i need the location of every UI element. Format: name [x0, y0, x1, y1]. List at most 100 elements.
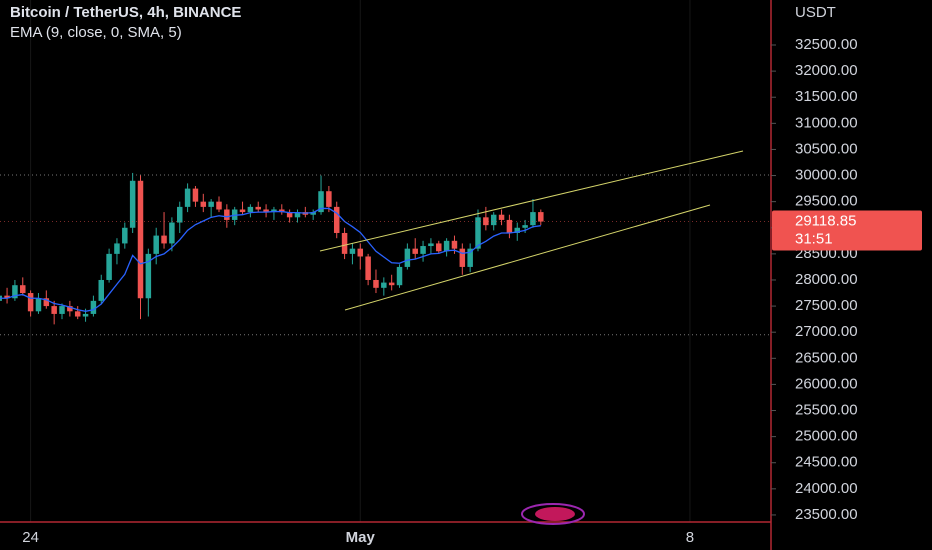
candle-body: [538, 212, 544, 222]
y-tick-label: 27500.00: [795, 297, 858, 314]
last-price-box: [772, 210, 922, 251]
candle-body: [51, 306, 57, 314]
candle-body: [59, 306, 65, 314]
candle-body: [176, 206, 183, 223]
candle-body: [341, 232, 348, 254]
countdown-label: 31:51: [795, 231, 833, 248]
candle-body: [459, 248, 466, 267]
candle-body: [467, 248, 473, 267]
candle-body: [333, 206, 340, 233]
price-axis: 23500.00 24000.00 24500.00 25000.00 25500.00…: [22, 36, 922, 546]
y-tick-label: 28000.00: [795, 271, 858, 288]
candle-body: [98, 279, 105, 301]
candle-body: [373, 279, 379, 288]
plot-area: [0, 0, 770, 522]
trend-line: [319, 150, 744, 252]
candle-body: [404, 248, 411, 267]
candle-body: [396, 266, 403, 286]
y-tick-label: 25500.00: [795, 401, 858, 418]
candle-body: [263, 209, 269, 213]
last-price-label: 29118.85: [795, 213, 856, 230]
candle-body: [43, 298, 50, 307]
candle-body: [255, 206, 261, 210]
logo[interactable]: [521, 503, 585, 525]
y-tick-label: 30500.00: [795, 140, 858, 157]
y-tick-label: 30000.00: [795, 167, 858, 184]
candle-body: [514, 227, 521, 233]
candle-body: [420, 246, 426, 254]
y-tick-label: 31000.00: [795, 114, 858, 131]
candle-body: [192, 188, 199, 202]
x-tick-label: May: [346, 529, 376, 546]
y-tick-label: 24500.00: [795, 454, 858, 471]
candle-body: [483, 217, 489, 226]
y-tick-label: 25000.00: [795, 428, 858, 445]
y-tick-label: 31500.00: [795, 88, 858, 105]
candle-body: [475, 217, 481, 249]
candle-body: [224, 209, 230, 220]
y-tick-label: 24000.00: [795, 480, 858, 497]
x-tick-label: 8: [686, 529, 694, 546]
candle-body: [4, 295, 10, 299]
candle-body: [365, 256, 371, 280]
candle-body: [498, 214, 505, 220]
trend-line: [344, 204, 711, 311]
y-tick-label: 27000.00: [795, 323, 858, 340]
candle-body: [318, 191, 324, 213]
candle-body: [490, 214, 497, 226]
candle-body: [137, 180, 144, 299]
candle-body: [208, 201, 214, 207]
candle-body: [271, 209, 277, 213]
candle-body: [145, 253, 152, 299]
candle-body: [27, 293, 34, 312]
candle-body: [74, 311, 81, 317]
candle-body: [20, 285, 26, 294]
candle-body: [294, 212, 301, 218]
candle-body: [169, 222, 175, 244]
candle-body: [310, 212, 316, 215]
y-tick-label: 26500.00: [795, 349, 858, 366]
candle-body: [114, 243, 120, 254]
candle-body: [184, 188, 191, 207]
candle-body: [506, 219, 513, 233]
logo-flag: [535, 507, 575, 521]
candle-body: [12, 285, 18, 299]
candle-body: [451, 240, 458, 249]
candle-body: [35, 298, 42, 312]
y-tick-label: 32000.00: [795, 62, 858, 79]
candle-body: [381, 282, 387, 288]
candle-body: [90, 300, 97, 314]
candle-body: [153, 235, 159, 254]
candle-body: [247, 206, 254, 213]
candle-body: [443, 240, 450, 252]
y-tick-label: 26000.00: [795, 375, 858, 392]
candle-body: [349, 248, 356, 254]
y-tick-label: 23500.00: [795, 506, 858, 523]
candle-body: [161, 235, 167, 244]
ema-line: [0, 207, 541, 312]
indicator-legend: EMA (9, close, 0, SMA, 5): [10, 24, 182, 41]
candle-body: [530, 212, 536, 226]
candle-body: [82, 313, 89, 317]
candle-body: [388, 282, 395, 286]
candle-body: [428, 243, 434, 247]
x-tick-label: 24: [22, 529, 39, 546]
candle-body: [357, 248, 364, 257]
candle-body: [522, 225, 528, 228]
candle-body: [286, 212, 293, 218]
candle-body: [279, 209, 285, 213]
candle-body: [326, 191, 332, 207]
currency-label: USDT: [795, 4, 836, 21]
candle-body: [436, 243, 442, 252]
candle-body: [239, 209, 246, 213]
candle-body: [129, 180, 136, 228]
candle-body: [216, 201, 222, 210]
y-tick-label: 29500.00: [795, 193, 858, 210]
symbol-title: Bitcoin / TetherUS, 4h, BINANCE: [10, 4, 241, 21]
candle-body: [200, 201, 207, 207]
y-tick-label: 32500.00: [795, 36, 858, 53]
candle-body: [412, 248, 418, 254]
candle-body: [106, 253, 112, 280]
